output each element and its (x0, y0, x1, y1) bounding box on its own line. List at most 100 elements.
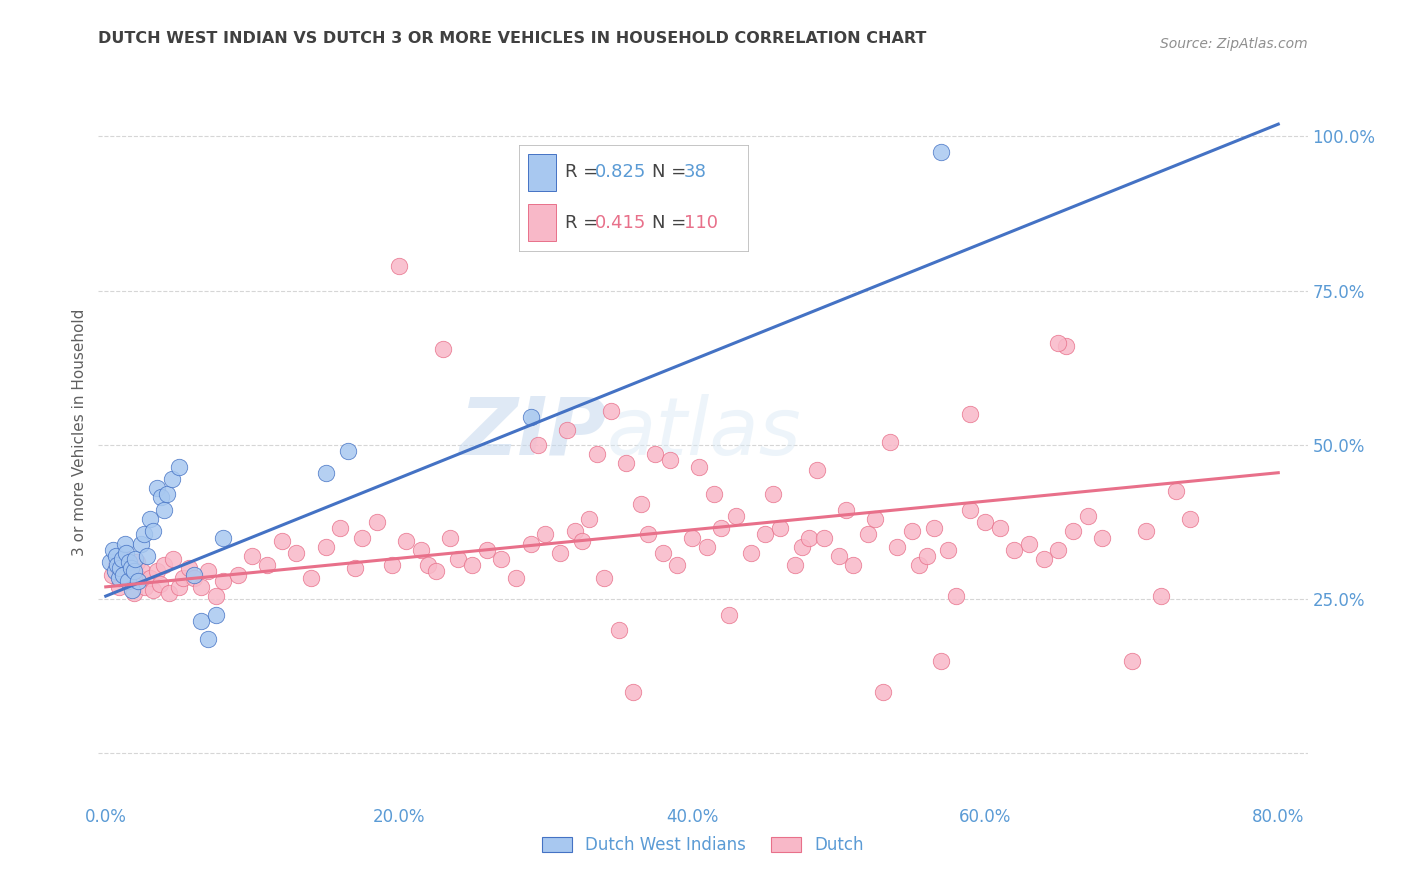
Point (446, 552, 468, 566)
Point (637, 527, 659, 541)
Point (160, 472, 183, 486)
Point (505, 571, 527, 585)
Point (117, 574, 139, 588)
Point (114, 536, 136, 550)
Point (959, 502, 981, 516)
Point (1121, 654, 1143, 668)
Point (578, 512, 600, 526)
Point (600, 404, 623, 418)
Point (146, 481, 169, 495)
Text: 0.825: 0.825 (595, 163, 645, 181)
Point (724, 508, 747, 523)
Point (1150, 589, 1173, 603)
Point (1047, 336, 1070, 351)
Point (1077, 508, 1099, 523)
Point (108, 571, 131, 585)
Point (879, 434, 901, 449)
Point (388, 259, 411, 273)
Point (100, 567, 122, 582)
Point (1062, 524, 1084, 539)
Point (157, 586, 180, 600)
Text: atlas: atlas (606, 393, 801, 472)
Text: N =: N = (652, 163, 692, 181)
Point (129, 536, 152, 550)
Point (124, 552, 146, 566)
Point (703, 487, 725, 501)
Point (127, 574, 149, 588)
Point (585, 447, 607, 461)
Point (190, 614, 212, 628)
Point (534, 527, 557, 541)
Point (1018, 536, 1040, 550)
Point (212, 531, 235, 545)
Point (183, 571, 205, 585)
Point (226, 567, 249, 582)
Point (115, 546, 138, 560)
Point (681, 531, 703, 545)
Point (110, 561, 132, 575)
Point (630, 497, 652, 511)
Point (564, 524, 586, 539)
Text: 110: 110 (683, 213, 717, 232)
Point (1091, 531, 1114, 545)
Point (475, 542, 498, 557)
Point (114, 552, 136, 566)
Point (1004, 542, 1026, 557)
Point (197, 565, 219, 579)
Point (256, 558, 278, 573)
Point (842, 558, 865, 573)
Point (593, 571, 616, 585)
Point (138, 571, 160, 585)
Point (162, 552, 184, 566)
Point (666, 558, 689, 573)
Point (740, 546, 762, 560)
Point (571, 533, 593, 548)
Point (929, 654, 952, 668)
Point (908, 558, 931, 573)
Point (988, 521, 1011, 535)
Point (901, 524, 924, 539)
Point (491, 552, 513, 566)
Point (710, 521, 733, 535)
Point (142, 524, 165, 539)
Point (835, 502, 858, 516)
Point (872, 685, 894, 699)
Point (183, 567, 205, 582)
Point (352, 531, 374, 545)
Text: N =: N = (652, 213, 692, 232)
Point (557, 423, 579, 437)
Point (717, 607, 740, 622)
Point (156, 487, 179, 501)
FancyBboxPatch shape (529, 154, 555, 191)
Point (179, 561, 201, 575)
Point (1054, 339, 1077, 353)
Point (120, 561, 142, 575)
Point (107, 558, 129, 573)
Point (790, 540, 813, 554)
Text: 38: 38 (683, 163, 707, 181)
Point (103, 565, 125, 579)
Text: DUTCH WEST INDIAN VS DUTCH 3 OR MORE VEHICLES IN HOUSEHOLD CORRELATION CHART: DUTCH WEST INDIAN VS DUTCH 3 OR MORE VEH… (98, 31, 927, 46)
Point (945, 589, 967, 603)
Text: 0.415: 0.415 (595, 213, 645, 232)
Point (125, 555, 148, 569)
Point (105, 558, 128, 573)
Point (122, 565, 145, 579)
Point (150, 491, 173, 505)
Point (108, 580, 131, 594)
Point (112, 567, 135, 582)
Point (134, 580, 156, 594)
Point (167, 459, 190, 474)
Point (146, 565, 169, 579)
Point (644, 447, 666, 461)
Point (299, 571, 322, 585)
Point (1032, 552, 1054, 566)
Point (688, 459, 710, 474)
Point (418, 558, 440, 573)
Point (929, 145, 952, 159)
Point (315, 540, 337, 554)
Point (806, 462, 828, 476)
Point (336, 444, 359, 458)
Point (142, 582, 165, 597)
Point (1135, 524, 1157, 539)
